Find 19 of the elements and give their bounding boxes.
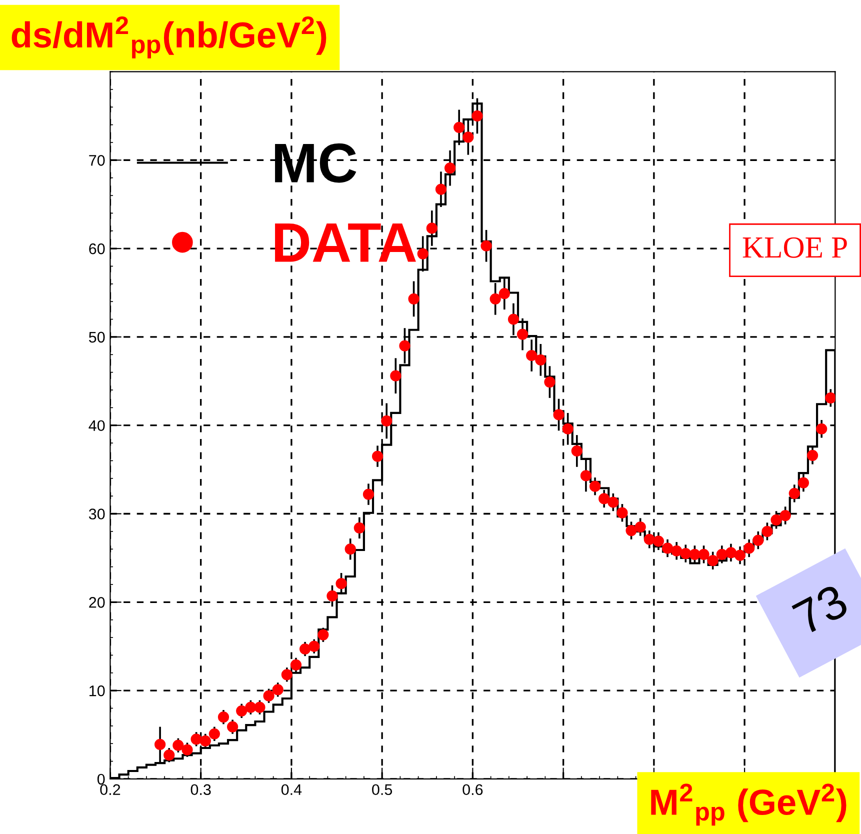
- x-tick-label: 0.3: [190, 784, 211, 796]
- x-tick-label: 0.4: [281, 784, 302, 796]
- annotation: KLOE P: [742, 237, 847, 258]
- legend-label: MC: [275, 143, 356, 183]
- y-tick-label: 50: [88, 332, 105, 343]
- x-tick-label: 0.2: [100, 784, 120, 796]
- x-tick-label: 0.5: [372, 784, 392, 796]
- y-tick-label: 40: [88, 420, 105, 432]
- y-tick-label: 60: [89, 243, 105, 254]
- legend-label: DATA: [275, 224, 416, 262]
- y-tick-label: 20: [89, 597, 105, 608]
- x-axis-title: M$^{2}$$_{pp}$ (GeV$^{2}$): [651, 784, 846, 826]
- annotation: 73: [791, 583, 850, 636]
- y-tick-label: 10: [90, 685, 105, 696]
- chart-title: ds/dM$^{2}$$_{pp}$(nb/GeV$^{2}$): [12, 16, 326, 58]
- y-tick-label: 70: [89, 154, 105, 166]
- x-tick-label: 0.6: [462, 784, 483, 796]
- y-tick-label: 30: [88, 508, 105, 520]
- y-tick-label: 0: [97, 774, 105, 785]
